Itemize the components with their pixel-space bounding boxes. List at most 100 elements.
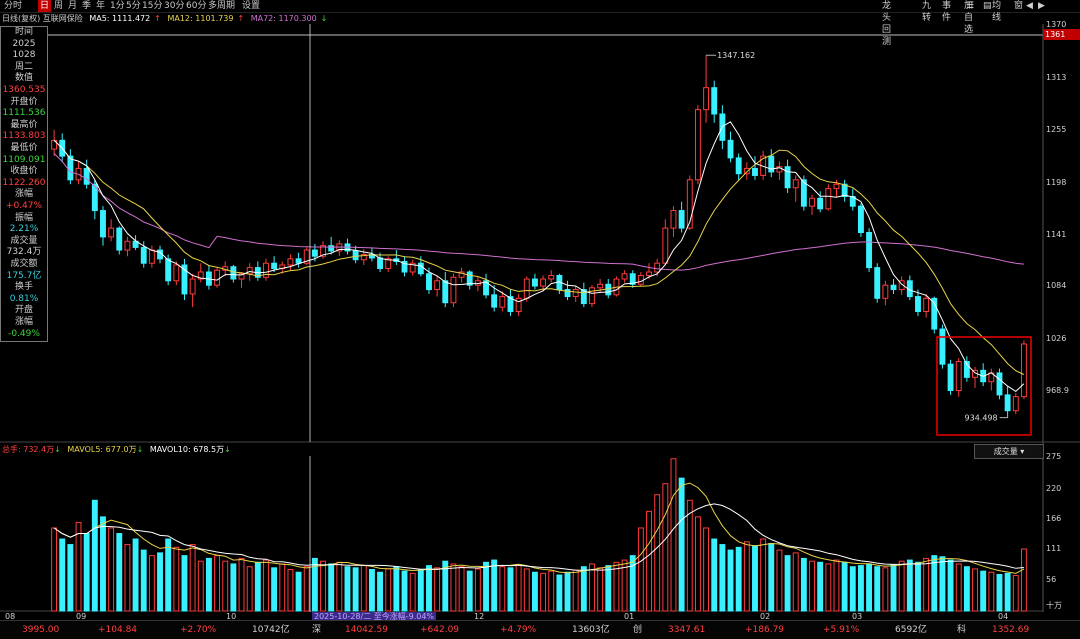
candle-body [800,179,807,207]
sz-index[interactable]: 14042.59 [345,625,388,635]
kc-index[interactable]: 1352.69 [992,625,1030,635]
volume-bar [972,568,978,612]
info-panel-row: 732.4万 [6,247,42,258]
vol-total: 总手: 732.4万↓ [2,445,61,454]
toolbar-button-3[interactable]: 加自选 [964,1,974,35]
volume-bar [996,573,1003,612]
volume-bar [385,568,392,612]
volume-bar [857,565,864,612]
volume-bar [915,561,921,612]
candle-body [401,260,408,273]
sh-index[interactable]: 3995.00 [22,625,60,635]
info-panel-row: 1133.803 [2,131,46,142]
price-tick-label: 1084 [1046,281,1067,290]
period-tab-12[interactable]: 设置 [242,1,261,11]
volume-bar [947,559,954,612]
candle-body [458,271,465,278]
volume-bar [336,561,343,612]
candle-body [963,361,970,378]
price-tick-label: 968.9 [1046,386,1069,395]
info-panel-row: 时间 [14,27,33,37]
kc-label: 科 [957,625,967,635]
period-tab-3[interactable]: 月 [68,1,78,11]
toolbar-button-1[interactable]: 九转 [922,1,932,23]
candle-body [328,245,335,252]
cy-index[interactable]: 3347.61 [668,625,706,635]
volume-bar [898,560,905,612]
volume-bar [637,527,644,612]
volume-bar [254,561,261,612]
volume-bar [540,572,547,612]
month-tick-label: 02 [760,612,771,621]
toolbar-button-5[interactable]: 窗 [1014,1,1024,11]
period-tab-0[interactable]: 分时 [4,1,23,11]
volume-bar [83,533,90,612]
candle-body [817,197,824,210]
arrow-left-icon[interactable]: ◀ [1026,1,1033,11]
candle-body [735,157,742,175]
candle-body [857,205,864,234]
arrow-right-icon[interactable]: ▶ [1038,1,1045,11]
sh-pct: +2.70% [180,625,217,635]
period-tab-9[interactable]: 30分 [164,1,185,11]
period-tab-6[interactable]: 1分 [110,1,125,11]
list-icon[interactable]: ☰ [966,1,975,11]
volume-bar [890,564,897,612]
ma12-value: MA12: 1101.739 ↑ [167,14,244,23]
candle-body [1012,396,1019,412]
volume-bar [230,563,237,612]
candle-body [882,284,889,299]
candle-body [662,227,669,264]
candle-body [727,139,734,159]
ma5-line [53,121,1025,393]
period-tab-10[interactable]: 60分 [186,1,207,11]
indicator-select-dropdown[interactable]: 成交量 ▾ [974,444,1044,459]
volume-bar [866,563,873,612]
mavol10-line [53,503,1024,571]
volume-bar [874,566,881,612]
volume-bar [197,560,204,612]
toolbar-button-0[interactable]: 龙头回测 [882,1,892,47]
ma5-text: MA5: 1111.472 [89,14,151,23]
candle-body [955,361,962,391]
volume-bar [426,565,432,612]
volume-bar [735,546,742,612]
volume-bar [1020,548,1027,612]
volume-bar [450,563,457,612]
price-tick-label: 1255 [1046,125,1067,134]
info-panel-row: 换手 [14,282,33,293]
volume-bar [320,560,326,612]
period-tab-7[interactable]: 5分 [126,1,141,11]
volume-bar [694,516,701,612]
chart-icon[interactable]: ▤ [983,1,992,11]
period-tab-1[interactable]: 日 [38,0,52,12]
candle-body [792,179,799,189]
mavol5: MAVOL5: 677.0万↓ [67,445,143,454]
volume-bar [165,538,172,612]
toolbar-button-4[interactable]: 均线 [992,1,1002,23]
candle-body [1020,343,1027,398]
period-tab-2[interactable]: 周 [54,1,64,11]
volume-bar [124,544,131,612]
candle-body [629,273,636,285]
sz-amount: 13603亿 [572,625,610,635]
price-tick-label: 1026 [1046,334,1067,343]
volume-bar [792,552,799,612]
candle-body [483,280,489,296]
volume-tick-label: 220 [1046,484,1062,493]
volume-bar [703,527,710,612]
period-toolbar: 分时 日周月季年 1分 5分 15分 30分 60分 多周期 设置 [0,0,1080,13]
period-tab-4[interactable]: 季 [82,1,92,11]
info-panel-row: 成交额 [10,259,38,269]
candle-body [654,262,661,273]
period-tab-5[interactable]: 年 [96,1,106,11]
info-panel-row: 涨幅 [14,189,33,200]
candle-body [181,264,188,295]
period-tab-8[interactable]: 15分 [142,1,163,11]
toolbar-button-2[interactable]: 事件 [942,1,952,23]
volume-bar [91,499,98,612]
period-tab-11[interactable]: 多周期 [208,1,236,11]
volume-bar [589,563,595,612]
volume-bar [686,499,693,612]
